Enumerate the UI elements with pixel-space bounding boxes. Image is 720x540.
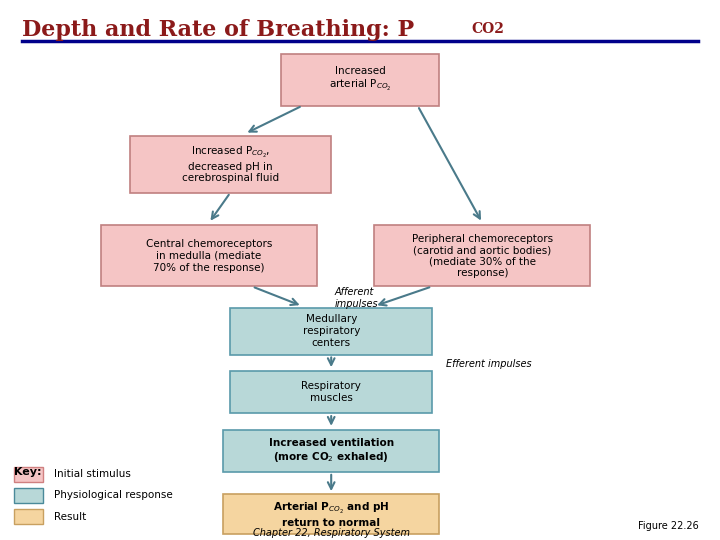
Text: Respiratory
muscles: Respiratory muscles: [301, 381, 361, 403]
Text: Key:: Key:: [14, 467, 42, 477]
FancyBboxPatch shape: [223, 494, 439, 534]
FancyBboxPatch shape: [230, 308, 432, 355]
Text: CO2: CO2: [472, 22, 505, 36]
FancyBboxPatch shape: [130, 136, 331, 193]
Text: Increased P$_{CO_2}$,
decreased pH in
cerebrospinal fluid: Increased P$_{CO_2}$, decreased pH in ce…: [182, 145, 279, 184]
Text: Increased
arterial P$_{CO_2}$: Increased arterial P$_{CO_2}$: [328, 66, 392, 93]
FancyBboxPatch shape: [14, 467, 43, 482]
Text: Afferent
impulses: Afferent impulses: [335, 287, 379, 309]
Text: Result: Result: [54, 511, 86, 522]
Text: Medullary
respiratory
centers: Medullary respiratory centers: [302, 314, 360, 348]
FancyBboxPatch shape: [230, 371, 432, 413]
Text: Peripheral chemoreceptors
(carotid and aortic bodies)
(mediate 30% of the
respon: Peripheral chemoreceptors (carotid and a…: [412, 233, 553, 278]
Text: Initial stimulus: Initial stimulus: [54, 469, 131, 480]
FancyBboxPatch shape: [14, 509, 43, 524]
Text: Depth and Rate of Breathing: P: Depth and Rate of Breathing: P: [22, 19, 414, 41]
Text: Figure 22.26: Figure 22.26: [638, 521, 698, 531]
FancyBboxPatch shape: [374, 225, 590, 286]
Text: Physiological response: Physiological response: [54, 490, 173, 501]
Text: Increased ventilation
(more CO$_2$ exhaled): Increased ventilation (more CO$_2$ exhal…: [269, 438, 394, 464]
Text: Central chemoreceptors
in medulla (mediate
70% of the response): Central chemoreceptors in medulla (media…: [145, 239, 272, 273]
FancyBboxPatch shape: [223, 430, 439, 472]
Text: Arterial P$_{CO_2}$ and pH
return to normal: Arterial P$_{CO_2}$ and pH return to nor…: [273, 501, 390, 528]
FancyBboxPatch shape: [281, 54, 439, 106]
Text: Efferent impulses: Efferent impulses: [446, 359, 532, 369]
FancyBboxPatch shape: [101, 225, 317, 286]
FancyBboxPatch shape: [14, 488, 43, 503]
Text: Chapter 22, Respiratory System: Chapter 22, Respiratory System: [253, 528, 410, 538]
